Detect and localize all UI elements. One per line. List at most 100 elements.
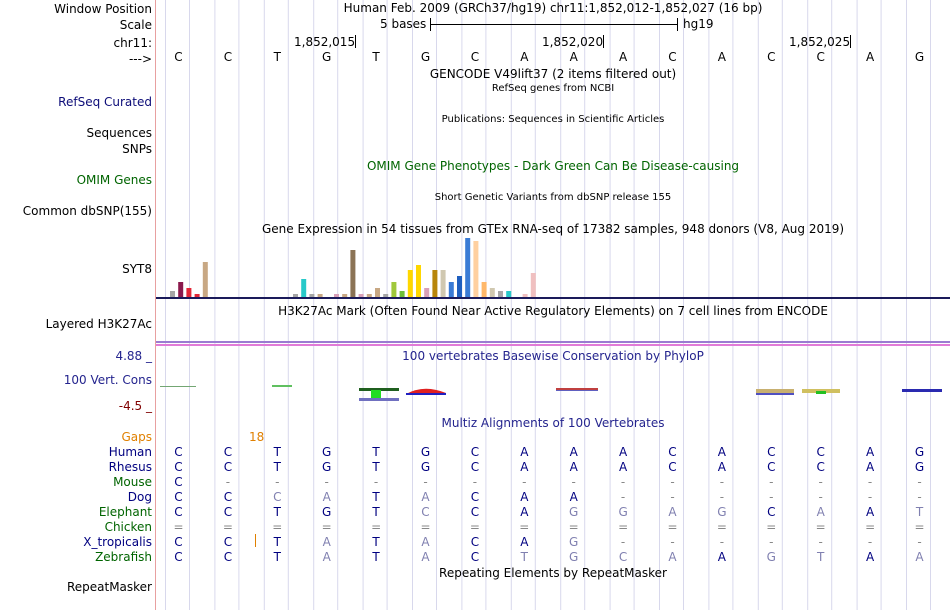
gtex-bar[interactable] xyxy=(309,294,315,297)
gtex-bar[interactable] xyxy=(416,265,421,297)
gtex-bar[interactable] xyxy=(194,294,200,297)
alignment-base: - xyxy=(670,490,675,504)
h3k27ac-label[interactable]: Layered H3K27Ac xyxy=(45,317,152,331)
omim-label[interactable]: OMIM Genes xyxy=(76,173,152,187)
base-letter: G xyxy=(322,50,332,64)
alignment-base: A xyxy=(569,445,578,459)
alignment-base: G xyxy=(420,460,431,474)
alignment-base: - xyxy=(917,535,922,549)
gtex-bar[interactable] xyxy=(383,294,389,297)
h3k27ac-title[interactable]: H3K27Ac Mark (Often Found Near Active Re… xyxy=(278,304,828,318)
refseq-title[interactable]: RefSeq genes from NCBI xyxy=(491,83,615,94)
multiz-title[interactable]: Multiz Alignments of 100 Vertebrates xyxy=(441,416,665,430)
alignment-base: T xyxy=(372,550,380,564)
gtex-bar[interactable] xyxy=(334,294,339,297)
alignment-base: - xyxy=(620,535,626,549)
cons-label[interactable]: 100 Vert. Cons xyxy=(63,373,152,387)
base-letter: A xyxy=(569,50,578,64)
gtex-bar[interactable] xyxy=(473,241,479,297)
dbsnp-title[interactable]: Short Genetic Variants from dbSNP releas… xyxy=(434,192,672,203)
cons-mark xyxy=(756,389,794,393)
species-label[interactable]: Human xyxy=(108,445,152,459)
alignment-base: G xyxy=(322,505,332,519)
gtex-bar[interactable] xyxy=(391,282,397,297)
gtex-bar[interactable] xyxy=(358,294,364,297)
alignment-base: = xyxy=(914,520,925,534)
base-letter: C xyxy=(816,50,825,64)
alignment-base: - xyxy=(522,475,527,489)
repeatmasker-title[interactable]: Repeating Elements by RepeatMasker xyxy=(439,566,667,580)
alignment-base: T xyxy=(372,460,380,474)
base-letter: C xyxy=(174,50,183,64)
sequences-label[interactable]: Sequences xyxy=(86,126,152,140)
gtex-bar[interactable] xyxy=(407,270,413,297)
gtex-bar[interactable] xyxy=(440,270,446,297)
species-label[interactable]: X_tropicalis xyxy=(83,535,152,549)
gtex-bar[interactable] xyxy=(170,291,175,297)
gtex-bar[interactable] xyxy=(457,276,462,297)
gtex-bar[interactable] xyxy=(317,294,323,297)
repeatmasker-label[interactable]: RepeatMasker xyxy=(66,580,152,594)
dbsnp-label[interactable]: Common dbSNP(155) xyxy=(22,204,152,218)
gtex-bar[interactable] xyxy=(465,238,471,297)
alignment-base: = xyxy=(618,520,629,534)
gtex-bar[interactable] xyxy=(448,282,454,297)
species-label[interactable]: Mouse xyxy=(113,475,152,489)
species-label[interactable]: Dog xyxy=(127,490,152,504)
gtex-bar[interactable] xyxy=(489,288,495,297)
species-label[interactable]: Elephant xyxy=(98,505,152,519)
gtex-bar[interactable] xyxy=(498,291,503,297)
alignment-base: C xyxy=(174,490,183,504)
gtex-bar[interactable] xyxy=(399,291,405,297)
chrom-label: chr11: xyxy=(113,36,152,50)
gtex-bar[interactable] xyxy=(424,288,430,297)
gtex-bar[interactable] xyxy=(293,294,298,297)
omim-title[interactable]: OMIM Gene Phenotypes - Dark Green Can Be… xyxy=(366,159,740,173)
alignment-base: - xyxy=(867,475,873,489)
gtex-bar[interactable] xyxy=(530,273,536,297)
alignment-base: A xyxy=(322,550,331,564)
gtex-bar[interactable] xyxy=(481,282,487,297)
gencode-title[interactable]: GENCODE V49lift37 (2 items filtered out) xyxy=(429,67,677,81)
coord-tick-3 xyxy=(850,35,851,48)
species-label[interactable]: Chicken xyxy=(104,520,152,534)
refseq-label[interactable]: RefSeq Curated xyxy=(58,95,152,109)
gtex-bar[interactable] xyxy=(186,288,192,297)
gtex-bar[interactable] xyxy=(350,250,356,297)
alignment-base: A xyxy=(915,550,924,564)
gtex-title[interactable]: Gene Expression in 54 tissues from GTEx … xyxy=(261,222,845,236)
cons-mark xyxy=(816,391,826,394)
gtex-bar[interactable] xyxy=(375,288,380,297)
cons-mark xyxy=(406,388,446,394)
species-label[interactable]: Zebrafish xyxy=(95,550,152,564)
gtex-bar[interactable] xyxy=(342,294,348,297)
alignment-base: - xyxy=(719,535,725,549)
gtex-bar[interactable] xyxy=(301,279,307,297)
gtex-bar[interactable] xyxy=(506,291,512,297)
alignment-base: T xyxy=(372,490,380,504)
cons-logo-plot xyxy=(160,385,942,401)
gtex-bar[interactable] xyxy=(366,294,372,297)
gtex-bar[interactable] xyxy=(178,282,184,297)
species-label[interactable]: Rhesus xyxy=(108,460,152,474)
alignment-base: G xyxy=(766,550,776,564)
alignment-base: A xyxy=(717,445,726,459)
gtex-gene-label[interactable]: SYT8 xyxy=(122,262,152,276)
alignment-base: C xyxy=(470,490,480,504)
snps-label[interactable]: SNPs xyxy=(122,142,152,156)
gtex-bar[interactable] xyxy=(432,270,438,297)
alignment-base: = xyxy=(766,520,777,534)
cons-title[interactable]: 100 vertebrates Basewise Conservation by… xyxy=(402,349,704,363)
alignment-base: A xyxy=(520,445,529,459)
base-letter: A xyxy=(865,50,875,64)
sequences-title[interactable]: Publications: Sequences in Scientific Ar… xyxy=(441,114,665,125)
alignment-base: = xyxy=(865,520,876,534)
alignment-base: - xyxy=(620,490,626,504)
alignment-base: - xyxy=(620,475,626,489)
coord-label-3: 1,852,025 xyxy=(789,35,851,49)
alignment-base: G xyxy=(717,505,727,519)
gtex-bar[interactable] xyxy=(202,262,208,297)
gtex-bar[interactable] xyxy=(522,294,528,297)
gtex-bar-chart[interactable] xyxy=(156,236,950,302)
cons-mark xyxy=(756,393,794,395)
